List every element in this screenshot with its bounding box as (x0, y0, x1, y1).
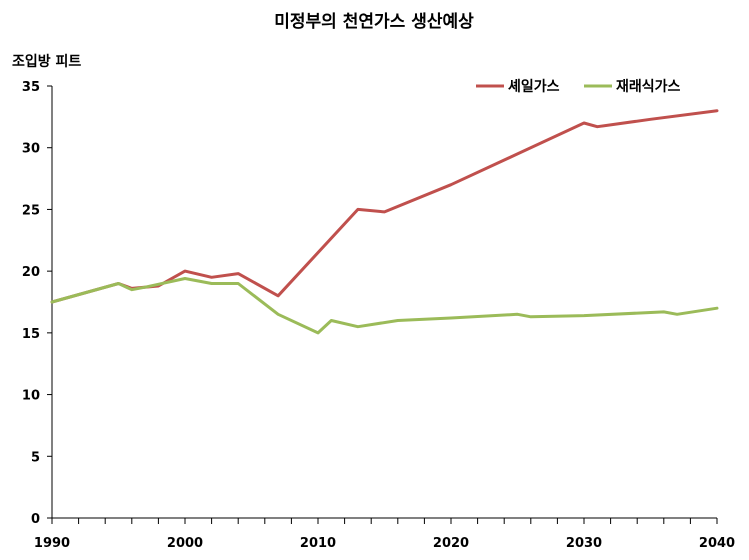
y-tick-label: 30 (22, 142, 40, 157)
x-tick-label: 1990 (34, 536, 70, 551)
y-tick-label: 5 (31, 450, 40, 465)
x-tick-label: 2010 (300, 536, 336, 551)
y-tick-label: 35 (22, 80, 40, 95)
y-tick-label: 20 (22, 265, 40, 280)
legend-label-1: 셰일가스 (508, 79, 560, 95)
chart-title: 미정부의 천연가스 생산예상 (274, 12, 474, 32)
x-tick-label: 2020 (433, 536, 469, 551)
legend: 셰일가스 재래식가스 (476, 79, 681, 95)
x-tick-label: 2040 (699, 536, 735, 551)
legend-label-2: 재래식가스 (616, 79, 681, 95)
y-tick-label: 25 (22, 203, 40, 218)
y-axis-unit-label: 조입방 피트 (12, 53, 81, 70)
y-tick-label: 15 (22, 327, 40, 342)
x-tick-label: 2030 (566, 536, 602, 551)
y-tick-label: 0 (31, 512, 40, 527)
series-line-1 (50, 109, 719, 304)
axes: 0 5 10 15 20 25 30 35 1990 2000 2010 2020 2030 2040 (22, 80, 735, 551)
y-tick-label: 10 (22, 389, 40, 404)
x-tick-label: 2000 (167, 536, 203, 551)
series-line-2 (50, 277, 719, 335)
series-layer (50, 109, 719, 335)
